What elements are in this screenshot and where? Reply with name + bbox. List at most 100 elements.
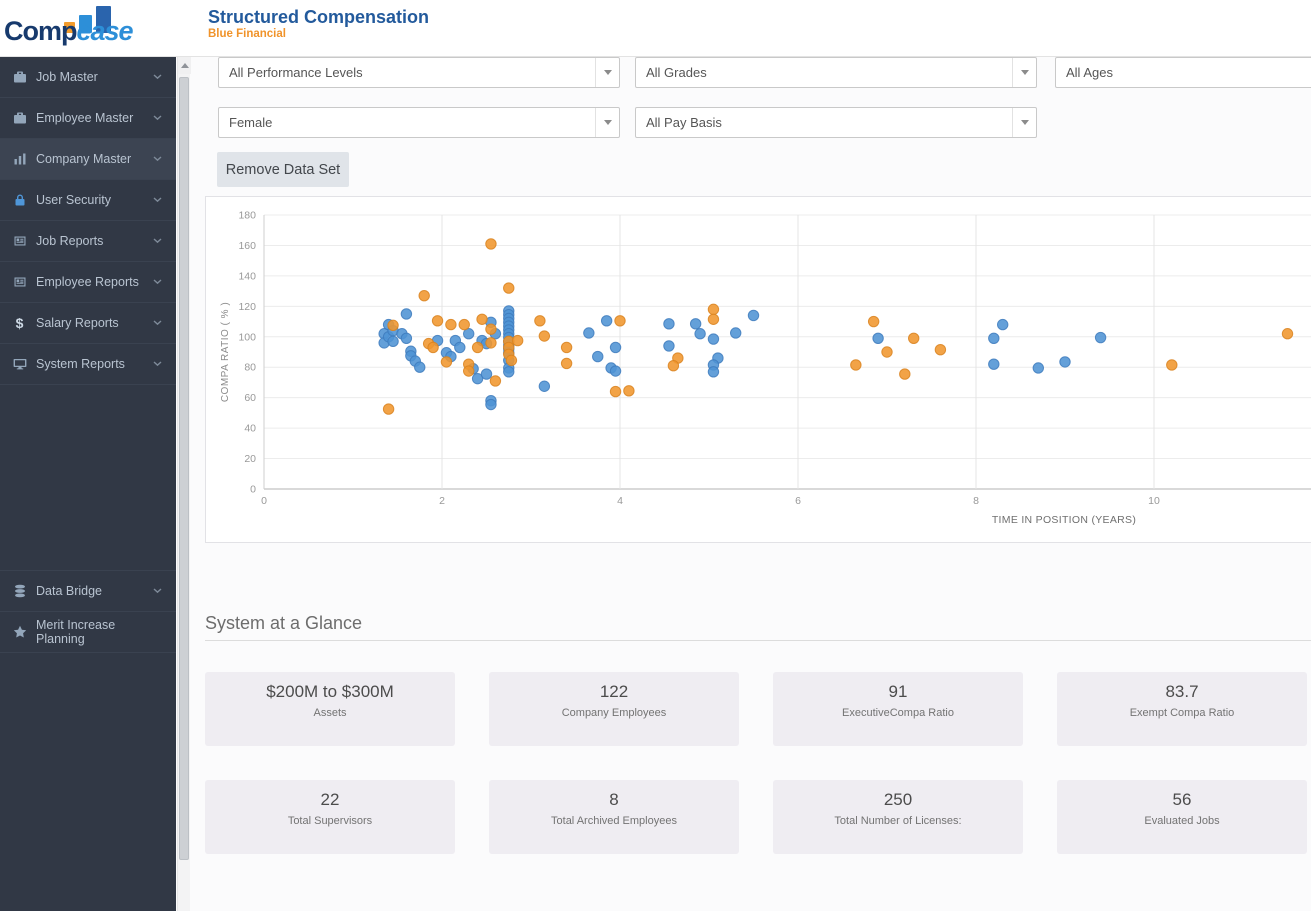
performance-level-dropdown[interactable]: All Performance Levels <box>218 57 620 88</box>
logo-text-ease: ease <box>76 16 134 46</box>
briefcase-icon <box>12 70 27 85</box>
sidebar-item-job-reports[interactable]: Job Reports <box>0 221 176 262</box>
stat-value: 122 <box>599 682 629 701</box>
stat-label: Total Supervisors <box>287 815 373 827</box>
stat-label: Exempt Compa Ratio <box>1129 707 1235 719</box>
sidebar-item-employee-reports[interactable]: Employee Reports <box>0 262 176 303</box>
dropdown-value: All Ages <box>1066 65 1113 80</box>
briefcase-icon <box>12 111 27 126</box>
sidebar-item-data-bridge[interactable]: Data Bridge <box>0 571 176 612</box>
svg-text:140: 140 <box>238 270 256 282</box>
sidebar-nav: Job Master Employee Master Company Maste… <box>0 57 176 911</box>
svg-text:80: 80 <box>244 362 256 374</box>
svg-text:160: 160 <box>238 240 256 252</box>
stat-card-total-archived-employees: 8 Total Archived Employees <box>489 780 739 854</box>
logo-bars-icon <box>64 6 124 33</box>
stat-value: 22 <box>320 790 340 809</box>
page-title: Structured Compensation <box>208 7 430 27</box>
svg-text:0: 0 <box>250 484 256 496</box>
stat-card-executive-compa-ratio: 91 ExecutiveCompa Ratio <box>773 672 1023 746</box>
lock-icon <box>12 193 27 208</box>
dollar-icon: $ <box>15 315 24 331</box>
sidebar-item-job-master[interactable]: Job Master <box>0 57 176 98</box>
y-axis-title: COMPA RATIO ( % ) <box>220 302 231 402</box>
compease-logo: Compease <box>4 2 174 55</box>
dropdown-value: All Pay Basis <box>646 115 722 130</box>
sidebar-item-user-security[interactable]: User Security <box>0 180 176 221</box>
logo-text-comp: Comp <box>4 16 77 46</box>
arrow-up-icon <box>180 63 189 68</box>
stat-value: 83.7 <box>1165 682 1199 701</box>
stat-label: ExecutiveCompa Ratio <box>842 707 954 719</box>
dropdown-arrow-icon <box>1012 108 1036 137</box>
stat-value: 250 <box>883 790 913 809</box>
svg-text:0: 0 <box>261 495 267 507</box>
sidebar-item-employee-master[interactable]: Employee Master <box>0 98 176 139</box>
sidebar-item-label: System Reports <box>36 357 125 371</box>
sidebar-item-label: Data Bridge <box>36 584 103 598</box>
svg-text:180: 180 <box>238 210 256 222</box>
svg-text:6: 6 <box>795 495 801 507</box>
stat-card-company-employees: 122 Company Employees <box>489 672 739 746</box>
sidebar-item-label: Employee Reports <box>36 275 139 289</box>
scatter-chart: 0 20 40 60 80 100 120 140 160 180 0 2 4 6 8 10 COMPA RAT… <box>220 210 1311 526</box>
dropdown-arrow-icon <box>1012 58 1036 87</box>
svg-text:10: 10 <box>1148 495 1160 507</box>
grades-dropdown[interactable]: All Grades <box>635 57 1037 88</box>
scrollbar-up-button[interactable] <box>178 57 191 74</box>
compa-ratio-chart-panel: 0 20 40 60 80 100 120 140 160 180 0 2 4 6 8 10 COMPA RAT… <box>205 196 1311 543</box>
chevron-down-icon <box>153 279 162 285</box>
sidebar-lower-group: Data Bridge Merit Increase Planning <box>0 570 176 653</box>
svg-text:4: 4 <box>617 495 623 507</box>
svg-text:40: 40 <box>244 423 256 435</box>
monitor-icon <box>12 357 27 372</box>
stat-value: 91 <box>888 682 908 701</box>
sidebar-item-label: User Security <box>36 193 112 207</box>
svg-text:120: 120 <box>238 301 256 313</box>
dropdown-arrow-icon <box>595 108 619 137</box>
sidebar-item-salary-reports[interactable]: $ Salary Reports <box>0 303 176 344</box>
svg-text:20: 20 <box>244 453 256 465</box>
stat-label: Evaluated Jobs <box>1144 815 1220 827</box>
sidebar-item-company-master[interactable]: Company Master <box>0 139 176 180</box>
chevron-down-icon <box>153 361 162 367</box>
remove-data-set-button[interactable]: Remove Data Set <box>217 152 349 187</box>
sidebar-item-label: Company Master <box>36 152 132 166</box>
stat-card-assets: $200M to $300M Assets <box>205 672 455 746</box>
svg-text:100: 100 <box>238 331 256 343</box>
svg-text:8: 8 <box>973 495 979 507</box>
ages-dropdown[interactable]: All Ages <box>1055 57 1311 88</box>
stat-value: $200M to $300M <box>266 682 394 701</box>
stat-card-exempt-compa-ratio: 83.7 Exempt Compa Ratio <box>1057 672 1307 746</box>
dropdown-value: All Grades <box>646 65 707 80</box>
stat-card-total-supervisors: 22 Total Supervisors <box>205 780 455 854</box>
sidebar-item-label: Merit Increase Planning <box>36 618 116 646</box>
sidebar-item-label: Salary Reports <box>36 316 119 330</box>
database-icon <box>12 584 27 599</box>
svg-text:2: 2 <box>439 495 445 507</box>
star-icon <box>12 625 27 640</box>
sidebar-item-label: Employee Master <box>36 111 134 125</box>
pay-basis-dropdown[interactable]: All Pay Basis <box>635 107 1037 138</box>
dropdown-arrow-icon <box>595 58 619 87</box>
stat-value: 56 <box>1172 790 1192 809</box>
sidebar-item-merit-increase-planning[interactable]: Merit Increase Planning <box>0 612 176 653</box>
x-axis-title: TIME IN POSITION (YEARS) <box>992 514 1136 526</box>
chevron-down-icon <box>153 197 162 203</box>
chevron-down-icon <box>153 115 162 121</box>
glance-heading: System at a Glance <box>205 613 363 633</box>
stat-label: Total Archived Employees <box>551 815 677 827</box>
scrollbar-thumb[interactable] <box>179 77 189 860</box>
gender-dropdown[interactable]: Female <box>218 107 620 138</box>
chevron-down-icon <box>153 238 162 244</box>
sidebar-item-system-reports[interactable]: System Reports <box>0 344 176 385</box>
sidebar-item-label: Job Master <box>36 70 98 84</box>
chevron-down-icon <box>153 588 162 594</box>
stat-label: Company Employees <box>561 707 667 719</box>
stat-label: Assets <box>313 707 347 719</box>
stat-value: 8 <box>609 790 619 809</box>
bar-chart-icon <box>12 152 27 167</box>
report-icon <box>12 275 27 290</box>
vertical-scrollbar <box>177 57 191 911</box>
